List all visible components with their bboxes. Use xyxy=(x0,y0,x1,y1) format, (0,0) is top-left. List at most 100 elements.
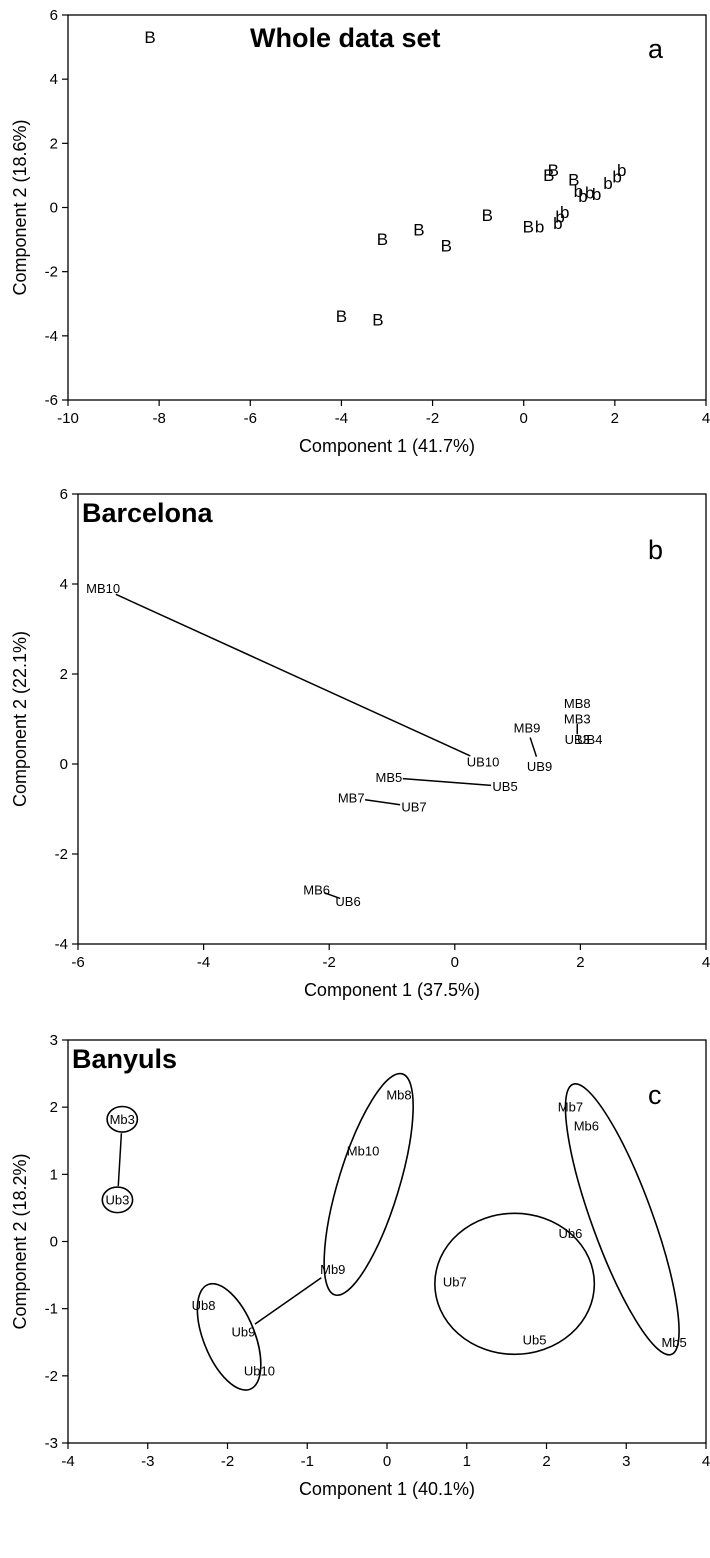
x-axis-label: Component 1 (41.7%) xyxy=(299,436,475,456)
data-point-label: Ub3 xyxy=(106,1192,130,1207)
data-point-label: B xyxy=(523,217,534,236)
x-tick-label: 4 xyxy=(702,1453,710,1470)
data-point-label: b xyxy=(560,203,569,222)
data-point-label: UB9 xyxy=(527,759,552,774)
data-point-label: B xyxy=(377,230,388,249)
data-point-label: MB7 xyxy=(338,790,365,805)
x-tick-label: 3 xyxy=(622,1453,630,1470)
y-tick-label: 2 xyxy=(50,135,58,152)
data-point-label: UB5 xyxy=(492,779,517,794)
data-point-label: MB9 xyxy=(514,721,541,736)
data-point-label: b xyxy=(612,168,621,187)
data-point-label: UB6 xyxy=(335,894,360,909)
data-point-label: Ub6 xyxy=(558,1226,582,1241)
y-tick-label: -4 xyxy=(45,328,58,345)
data-point-label: b xyxy=(578,187,587,206)
x-tick-label: 4 xyxy=(702,410,710,427)
data-point-label: B xyxy=(543,166,554,185)
y-tick-label: 4 xyxy=(60,576,68,593)
data-point-label: Mb10 xyxy=(347,1143,380,1158)
data-point-label: B xyxy=(372,310,383,329)
panel-letter: a xyxy=(648,34,664,64)
pair-link xyxy=(402,777,492,787)
x-tick-label: 4 xyxy=(702,954,710,971)
pair-link xyxy=(117,1133,123,1186)
chart-title: Barcelona xyxy=(82,498,214,528)
data-point-label: Ub8 xyxy=(192,1298,216,1313)
y-tick-label: 2 xyxy=(50,1099,58,1116)
pair-link xyxy=(324,892,341,900)
x-tick-label: -2 xyxy=(426,410,439,427)
x-tick-label: -2 xyxy=(323,954,336,971)
cluster-ellipse xyxy=(196,1282,262,1391)
data-point-label: B xyxy=(568,171,579,190)
x-tick-label: -4 xyxy=(61,1453,74,1470)
x-tick-label: -6 xyxy=(71,954,84,971)
plot-frame xyxy=(77,493,707,945)
y-tick-label: 0 xyxy=(60,756,68,773)
data-point-label: UB3 xyxy=(565,732,590,747)
y-tick-label: 0 xyxy=(50,1234,58,1251)
data-point-label: b xyxy=(535,217,544,236)
x-tick-label: -6 xyxy=(244,410,257,427)
data-point-label: b xyxy=(555,208,564,227)
y-tick-label: 1 xyxy=(50,1166,58,1183)
cluster-ellipse xyxy=(101,1186,134,1214)
data-point-label: Mb5 xyxy=(661,1335,686,1350)
data-point-label: UB10 xyxy=(467,754,500,769)
y-tick-label: -2 xyxy=(45,1368,58,1385)
data-point-label: Mb9 xyxy=(320,1262,345,1277)
data-point-label: B xyxy=(144,28,155,47)
panel-letter: c xyxy=(648,1080,662,1110)
data-point-label: MB8 xyxy=(564,696,591,711)
x-tick-label: 2 xyxy=(542,1453,550,1470)
data-point-label: Ub9 xyxy=(232,1325,256,1340)
x-tick-label: 0 xyxy=(383,1453,391,1470)
y-tick-label: 4 xyxy=(50,71,58,88)
data-point-label: b xyxy=(585,184,594,203)
x-tick-label: 2 xyxy=(611,410,619,427)
y-tick-label: -4 xyxy=(55,936,68,953)
data-point-label: B xyxy=(413,220,424,239)
chart-title: Whole data set xyxy=(250,23,441,53)
panel-letter: b xyxy=(648,535,663,565)
cluster-ellipse xyxy=(106,1105,139,1133)
x-tick-label: -10 xyxy=(57,410,79,427)
y-tick-label: -2 xyxy=(45,264,58,281)
data-point-label: MB3 xyxy=(564,712,591,727)
x-tick-label: -4 xyxy=(335,410,348,427)
data-point-label: UB7 xyxy=(401,799,426,814)
chart-title: Banyuls xyxy=(72,1044,177,1074)
data-point-label: Ub10 xyxy=(244,1364,275,1379)
data-point-label: MB10 xyxy=(86,581,120,596)
x-tick-label: 0 xyxy=(451,954,459,971)
data-point-label: b xyxy=(603,174,612,193)
y-axis-label: Component 2 (18.2%) xyxy=(10,1153,30,1329)
y-tick-label: -3 xyxy=(45,1435,58,1452)
data-point-label: B xyxy=(482,206,493,225)
y-tick-label: 6 xyxy=(60,486,68,503)
x-tick-label: -2 xyxy=(221,1453,234,1470)
y-axis-label: Component 2 (22.1%) xyxy=(10,631,30,807)
y-tick-label: 3 xyxy=(50,1032,58,1049)
data-point-label: UB4 xyxy=(577,732,602,747)
y-tick-label: 2 xyxy=(60,666,68,683)
plot-frame xyxy=(67,14,707,401)
x-tick-label: -4 xyxy=(197,954,210,971)
cluster-ellipse xyxy=(323,1072,414,1297)
data-point-label: Ub7 xyxy=(443,1274,467,1289)
x-tick-label: -3 xyxy=(141,1453,154,1470)
x-tick-label: 1 xyxy=(463,1453,471,1470)
x-axis-label: Component 1 (37.5%) xyxy=(304,980,480,1000)
y-tick-label: -2 xyxy=(55,846,68,863)
data-point-label: MB6 xyxy=(303,883,330,898)
y-tick-label: -1 xyxy=(45,1301,58,1318)
data-point-label: b xyxy=(553,214,562,233)
pair-link xyxy=(254,1277,322,1325)
pair-link xyxy=(115,593,471,757)
data-point-label: MB5 xyxy=(375,770,402,785)
data-point-label: Mb8 xyxy=(386,1088,411,1103)
